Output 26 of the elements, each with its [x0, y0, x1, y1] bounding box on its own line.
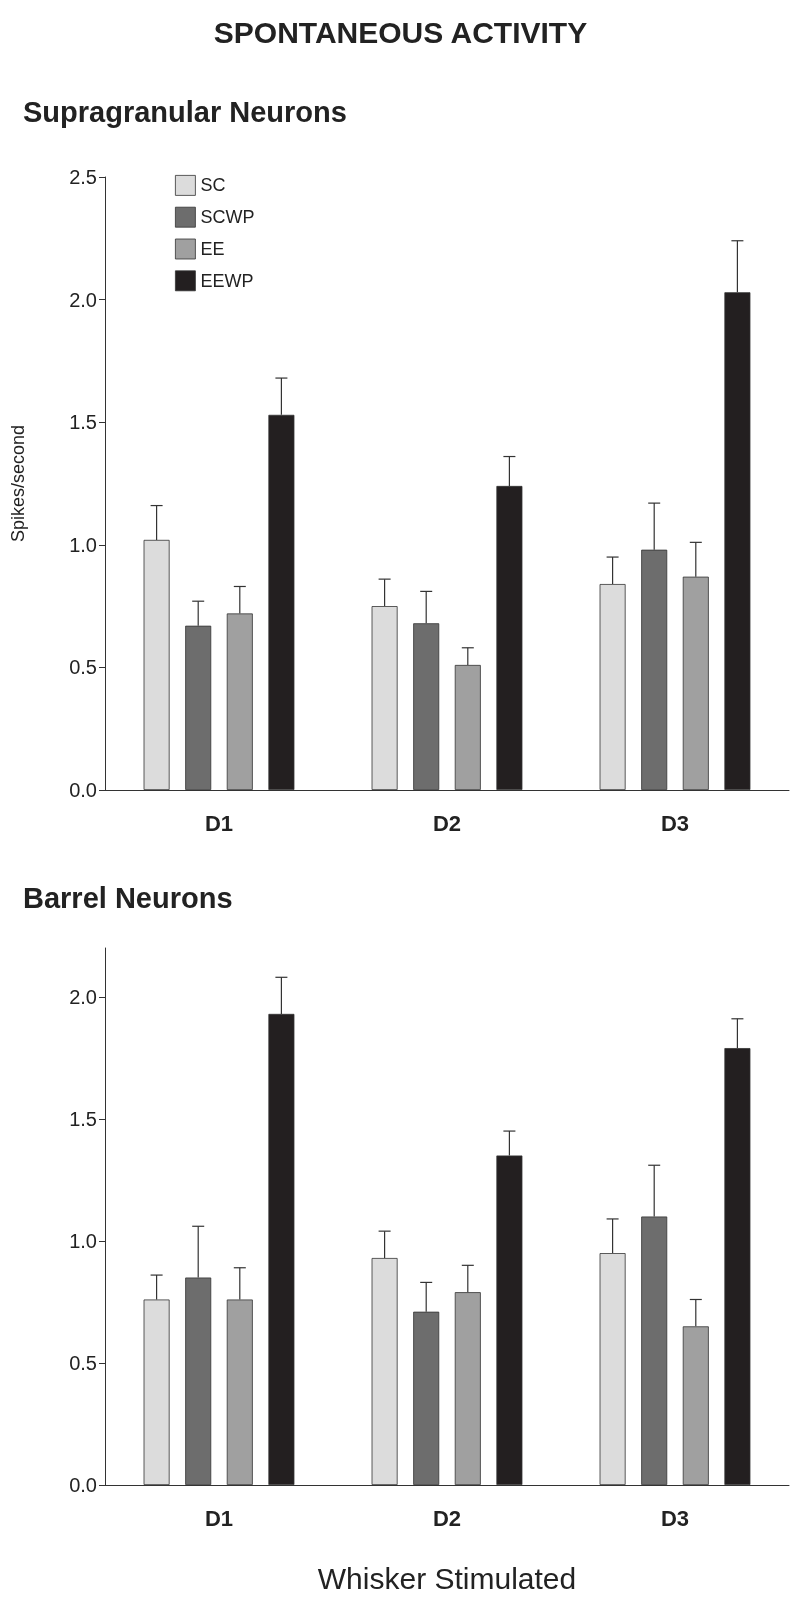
- y-tick-label: 1.5: [69, 1107, 97, 1130]
- y-tick-label: 0.0: [69, 1474, 97, 1496]
- y-tick-label: 1.0: [69, 533, 97, 556]
- y-tick-label: 0.0: [69, 779, 97, 801]
- x-tick-label: D3: [660, 810, 690, 836]
- y-tick-label: 1.5: [69, 411, 97, 434]
- legend-label: EEWP: [200, 270, 254, 291]
- y-tick-label: 0.5: [69, 1351, 97, 1374]
- x-tick-label: D1: [204, 1505, 234, 1531]
- legend-label: EE: [200, 239, 225, 259]
- chart-title: SPONTANEOUS ACTIVITY: [213, 15, 588, 49]
- y-tick-label: 1.0: [69, 1229, 97, 1252]
- y-axis-title: Spikes/second: [8, 424, 28, 543]
- y-tick-label: 2.0: [69, 985, 97, 1008]
- y-tick-label: 2.5: [69, 166, 97, 188]
- x-tick-label: D2: [432, 1505, 462, 1531]
- x-tick-label: D2: [432, 810, 462, 836]
- x-tick-label: D3: [660, 1505, 690, 1531]
- y-tick-label: 0.5: [69, 656, 97, 679]
- legend-label: SCWP: [200, 207, 255, 228]
- y-tick-label: 2.0: [69, 288, 97, 311]
- chart-title: Barrel Neurons: [23, 881, 233, 914]
- x-tick-label: D1: [204, 810, 234, 836]
- x-axis-title: Whisker Stimulated: [317, 1561, 577, 1595]
- legend-label: SC: [200, 175, 226, 196]
- chart-subtitle: Supragranular Neurons: [23, 95, 347, 128]
